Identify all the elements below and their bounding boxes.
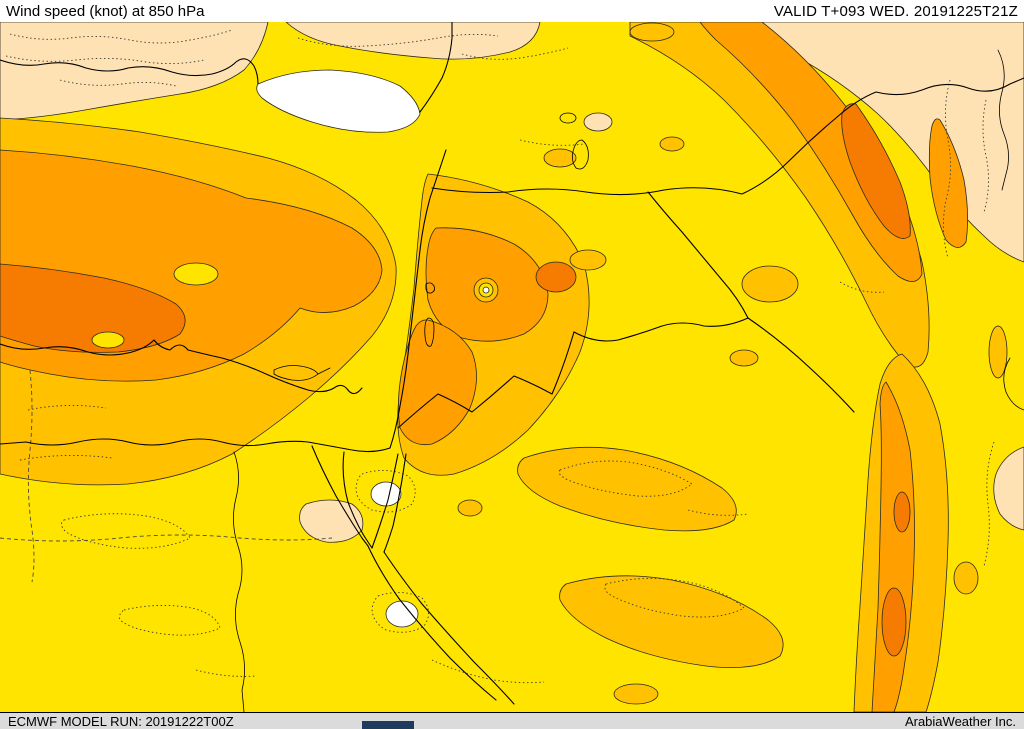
lake-van-outline	[572, 139, 589, 170]
coastlines-and-borders	[0, 22, 1024, 712]
calm-area-northeast	[256, 69, 421, 133]
red-sea-west-shore	[367, 545, 497, 701]
sinai-west-shore	[342, 451, 373, 549]
calm-area-red-sea	[385, 600, 419, 628]
sea-of-galilee	[425, 282, 435, 294]
turkey-south-border	[431, 77, 1024, 196]
cyprus-panhandle	[317, 367, 331, 375]
dotted-contours	[0, 29, 995, 684]
red-sea-east-shore	[383, 551, 515, 705]
map-header: Wind speed (knot) at 850 hPa VALID T+093…	[0, 0, 1024, 22]
gulf-of-aqaba-east-shore	[383, 453, 407, 553]
footer-accent-bar	[362, 721, 414, 729]
levant-and-egypt-coast	[0, 149, 447, 453]
caspian-coast	[997, 49, 1009, 191]
jordan-iraq-border	[573, 317, 749, 342]
map-footer: ECMWF MODEL RUN: 20191222T00Z ArabiaWeat…	[0, 712, 1024, 729]
wind-map-svg	[0, 22, 1024, 712]
iraq-saudi-border	[747, 317, 855, 413]
model-run-label: ECMWF MODEL RUN: 20191222T00Z	[8, 713, 234, 729]
map-title: Wind speed (knot) at 850 hPa	[6, 2, 205, 20]
gulf-of-suez-west-shore	[311, 445, 369, 547]
jordan-saudi-border	[397, 331, 575, 429]
valid-time-label: VALID T+093 WED. 20191225T21Z	[773, 2, 1018, 20]
calm-area-gulf-of-suez	[370, 481, 402, 507]
anatolia-mediterranean-coast	[0, 339, 363, 395]
wind-bullseye-feature	[473, 277, 499, 303]
wind-contour-fills	[0, 22, 1024, 712]
caucasus-border-line	[419, 22, 453, 113]
black-sea-coastline	[0, 58, 259, 85]
wind-speed-map	[0, 22, 1024, 712]
attribution-label: ArabiaWeather Inc.	[904, 713, 1016, 729]
dead-sea-outline	[424, 317, 435, 347]
nile-river	[233, 451, 245, 712]
lake-outline	[559, 112, 577, 124]
gulf-coast	[1003, 357, 1024, 411]
gulf-of-aqaba-west-shore	[371, 453, 399, 549]
syria-iraq-border	[647, 191, 749, 319]
